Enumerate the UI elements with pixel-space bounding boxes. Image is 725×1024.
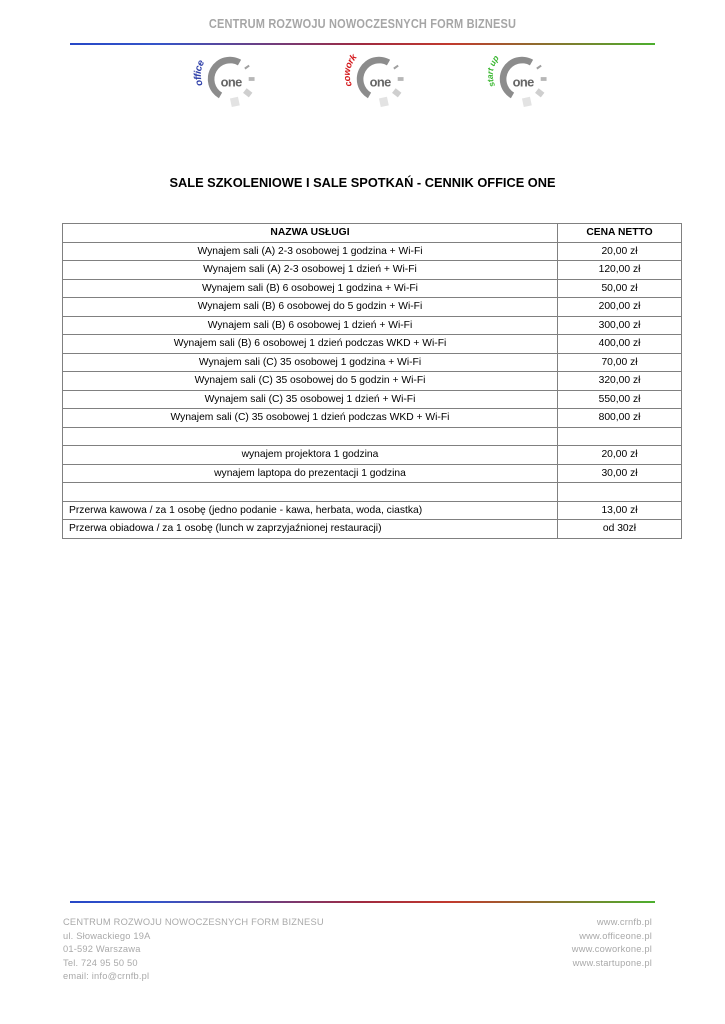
svg-text:one: one [370, 75, 392, 90]
svg-text:office: office [193, 58, 208, 87]
svg-text:start up: start up [485, 53, 501, 88]
svg-text:one: one [221, 75, 243, 90]
svg-text:cowork: cowork [342, 51, 359, 88]
svg-text:one: one [513, 75, 535, 90]
